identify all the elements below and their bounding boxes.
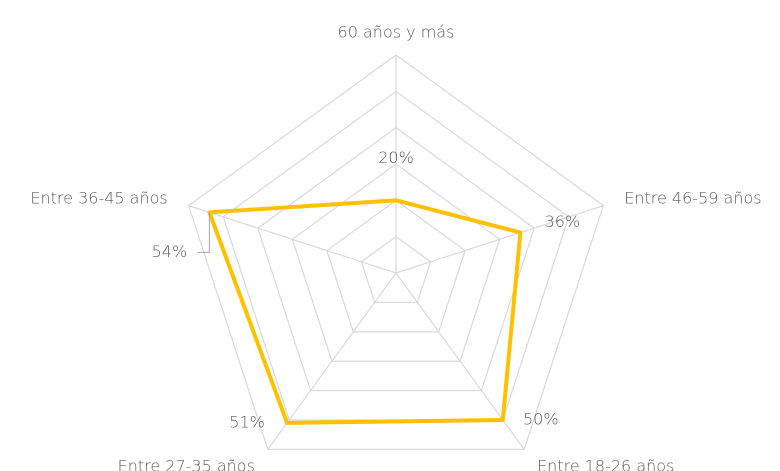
grid-ring — [257, 126, 535, 392]
leader-line — [197, 212, 210, 253]
category-label: Entre 27-35 años — [118, 457, 255, 471]
category-label: 60 años y más — [338, 23, 455, 42]
value-label: 36% — [545, 212, 581, 231]
spoke — [188, 205, 397, 274]
value-label: 54% — [152, 242, 188, 261]
series-line — [207, 198, 523, 425]
grid-ring — [360, 235, 432, 303]
grid-ring — [187, 54, 605, 450]
value-label: 20% — [378, 148, 414, 167]
category-label: Entre 36-45 años — [30, 188, 167, 207]
spoke — [267, 272, 397, 450]
grid-ring — [326, 199, 466, 333]
value-label: 50% — [523, 409, 559, 428]
category-label: Entre 18-26 años — [537, 457, 674, 471]
value-label: 51% — [229, 412, 265, 431]
spoke — [395, 205, 604, 274]
grid-ring — [291, 163, 501, 362]
category-label: Entre 46-59 años — [624, 188, 761, 207]
